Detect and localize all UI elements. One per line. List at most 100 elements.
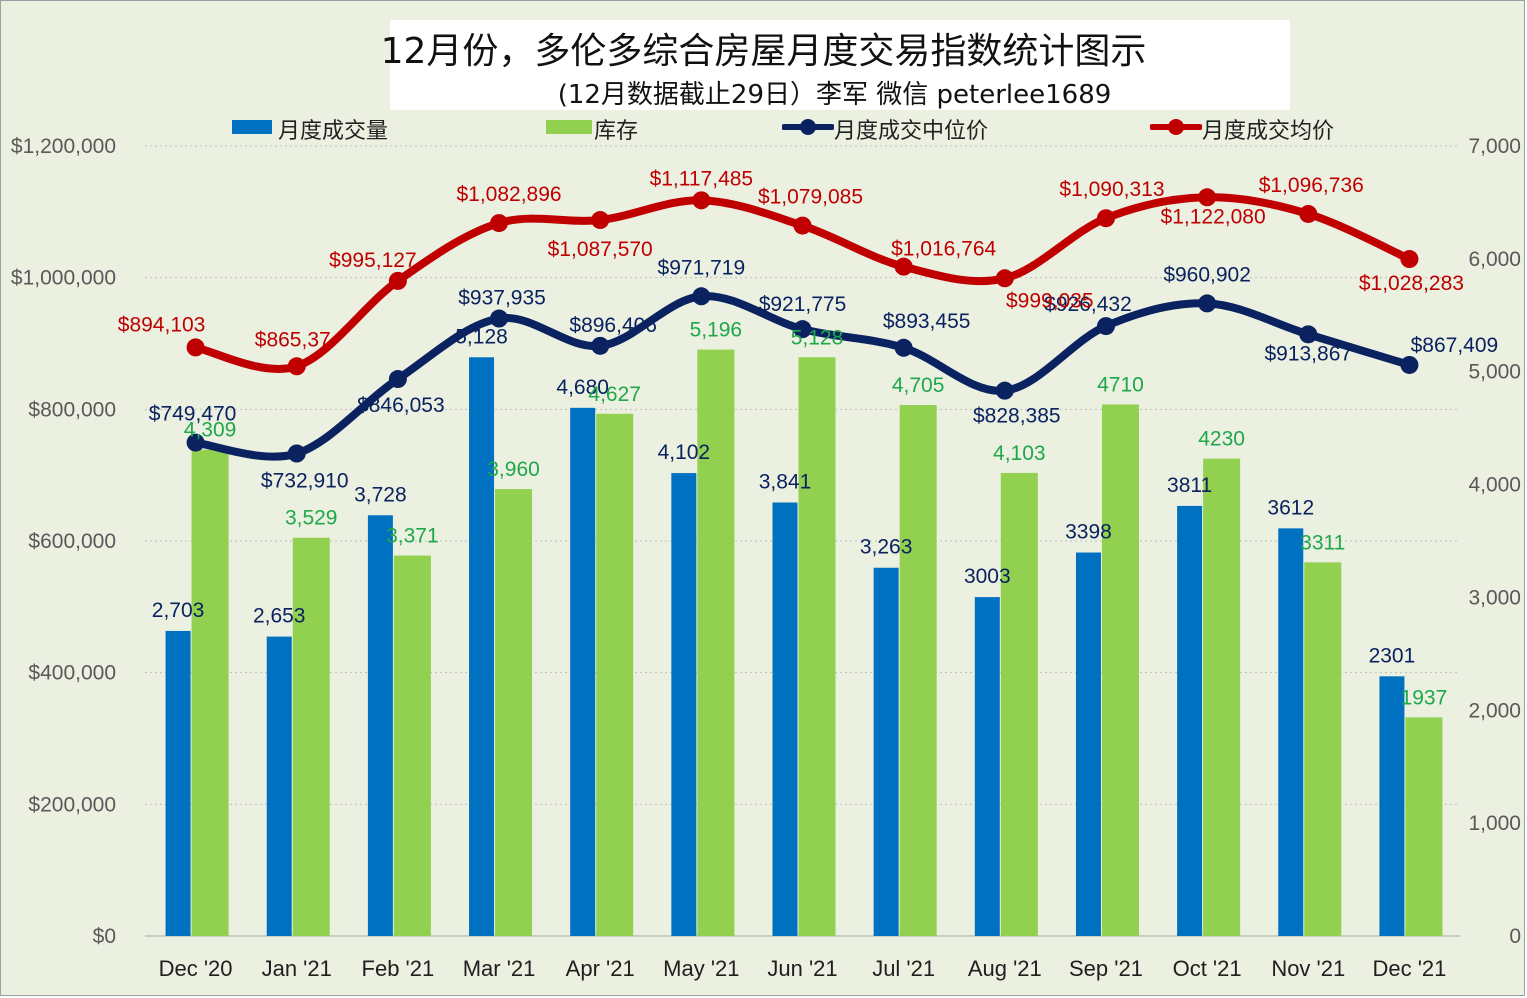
label-inventory: 3,529 (285, 507, 338, 530)
label-median: $937,935 (458, 287, 546, 310)
label-inventory: 1937 (1401, 686, 1448, 709)
bar-volume (1075, 552, 1101, 936)
point-median (692, 287, 711, 306)
label-average: $865,37 (255, 328, 331, 351)
label-volume: 2301 (1369, 644, 1416, 667)
chart-title: 12月份，多伦多综合房屋月度交易指数统计图示 (380, 31, 1147, 72)
right-tick-label: 2,000 (1468, 699, 1521, 722)
label-volume: 4,680 (556, 376, 609, 399)
label-median: $896,406 (569, 314, 657, 337)
x-tick-label: Nov '21 (1271, 956, 1345, 981)
bar-volume (772, 502, 798, 936)
right-tick-label: 6,000 (1468, 248, 1521, 271)
label-average: $1,028,283 (1359, 272, 1464, 295)
label-inventory: 4,705 (892, 374, 945, 397)
label-inventory: 4230 (1198, 428, 1245, 451)
label-median: $846,053 (357, 394, 445, 417)
label-volume: 3,263 (860, 536, 913, 559)
point-average (793, 216, 812, 235)
label-median: $921,775 (759, 293, 847, 316)
bar-inventory (798, 357, 836, 937)
point-median (894, 338, 913, 357)
point-median (287, 444, 306, 463)
point-average (1198, 188, 1217, 207)
bar-inventory (191, 449, 229, 936)
point-median (1096, 317, 1115, 336)
label-volume: 3,841 (759, 471, 812, 494)
point-median (186, 433, 205, 452)
label-volume: 2,703 (152, 599, 205, 622)
x-tick-label: Dec '21 (1372, 956, 1446, 981)
bar-inventory (596, 413, 634, 936)
point-median (1400, 355, 1419, 374)
point-median (388, 370, 407, 389)
point-median (591, 336, 610, 355)
label-inventory: 3,960 (487, 458, 540, 481)
series-lines (186, 188, 1419, 463)
legend-label-volume: 月度成交量 (278, 119, 389, 144)
x-axis-ticks: Dec '20 Jan '21 Feb '21 Mar '21 Apr '21 May '… (159, 956, 1447, 981)
legend-swatch-inventory (546, 120, 592, 134)
bar-volume (1278, 528, 1304, 936)
x-tick-label: Mar '21 (463, 956, 536, 981)
label-volume: 3003 (964, 565, 1011, 588)
bar-volume (671, 473, 697, 936)
x-tick-label: Jan '21 (262, 956, 332, 981)
bar-volume (570, 407, 596, 936)
left-tick-label: $1,200,000 (11, 135, 116, 158)
label-inventory: 4,627 (588, 383, 641, 406)
bar-volume (165, 630, 191, 936)
label-average: $1,117,485 (650, 167, 754, 190)
label-median: $926,432 (1044, 293, 1132, 316)
point-median (793, 320, 812, 339)
left-tick-label: $600,000 (28, 530, 116, 553)
point-median (1198, 294, 1217, 313)
label-inventory: 5,128 (791, 326, 844, 349)
x-tick-label: Feb '21 (362, 956, 435, 981)
x-tick-label: Apr '21 (566, 956, 635, 981)
legend-swatch-volume (232, 120, 272, 134)
label-average: $1,090,313 (1059, 178, 1164, 201)
point-average (490, 214, 509, 233)
label-median: $913,867 (1264, 342, 1352, 365)
label-volume: 3612 (1267, 496, 1314, 519)
title-box (390, 20, 1290, 110)
label-average: $1,087,570 (548, 238, 653, 261)
legend-label-median: 月度成交中位价 (834, 119, 989, 144)
label-median: $971,719 (658, 256, 746, 279)
label-average: $995,127 (329, 249, 417, 272)
bar-inventory (393, 555, 431, 936)
point-average (1096, 209, 1115, 228)
point-average (1299, 204, 1318, 223)
bars (165, 349, 1443, 937)
left-tick-label: $400,000 (28, 662, 116, 685)
point-median (490, 309, 509, 328)
right-tick-label: 0 (1509, 925, 1521, 948)
point-average (995, 269, 1014, 288)
bar-inventory (1304, 562, 1342, 936)
bar-inventory (495, 489, 533, 936)
x-tick-label: Jul '21 (872, 956, 935, 981)
point-average (1400, 250, 1419, 269)
label-inventory: 4,309 (184, 419, 237, 442)
bar-inventory (1405, 717, 1443, 936)
bar-volume (873, 567, 899, 936)
bar-inventory (292, 537, 330, 936)
label-average: $894,103 (118, 313, 206, 336)
right-tick-label: 5,000 (1468, 361, 1521, 384)
label-inventory: 3311 (1300, 531, 1345, 554)
label-median: $893,455 (883, 310, 971, 333)
label-average: $1,096,736 (1259, 174, 1364, 197)
point-average (388, 271, 407, 290)
left-tick-label: $0 (93, 925, 116, 948)
x-tick-label: Jun '21 (767, 956, 837, 981)
label-inventory: 3,371 (386, 525, 439, 548)
label-median: $732,910 (261, 470, 349, 493)
label-average: $1,079,085 (758, 186, 863, 209)
label-volume: 2,653 (253, 605, 306, 628)
label-average: $1,082,896 (456, 183, 561, 206)
legend-label-inventory: 库存 (594, 119, 639, 144)
label-average: $999,035 (1006, 289, 1094, 312)
label-average: $1,122,080 (1161, 205, 1266, 228)
